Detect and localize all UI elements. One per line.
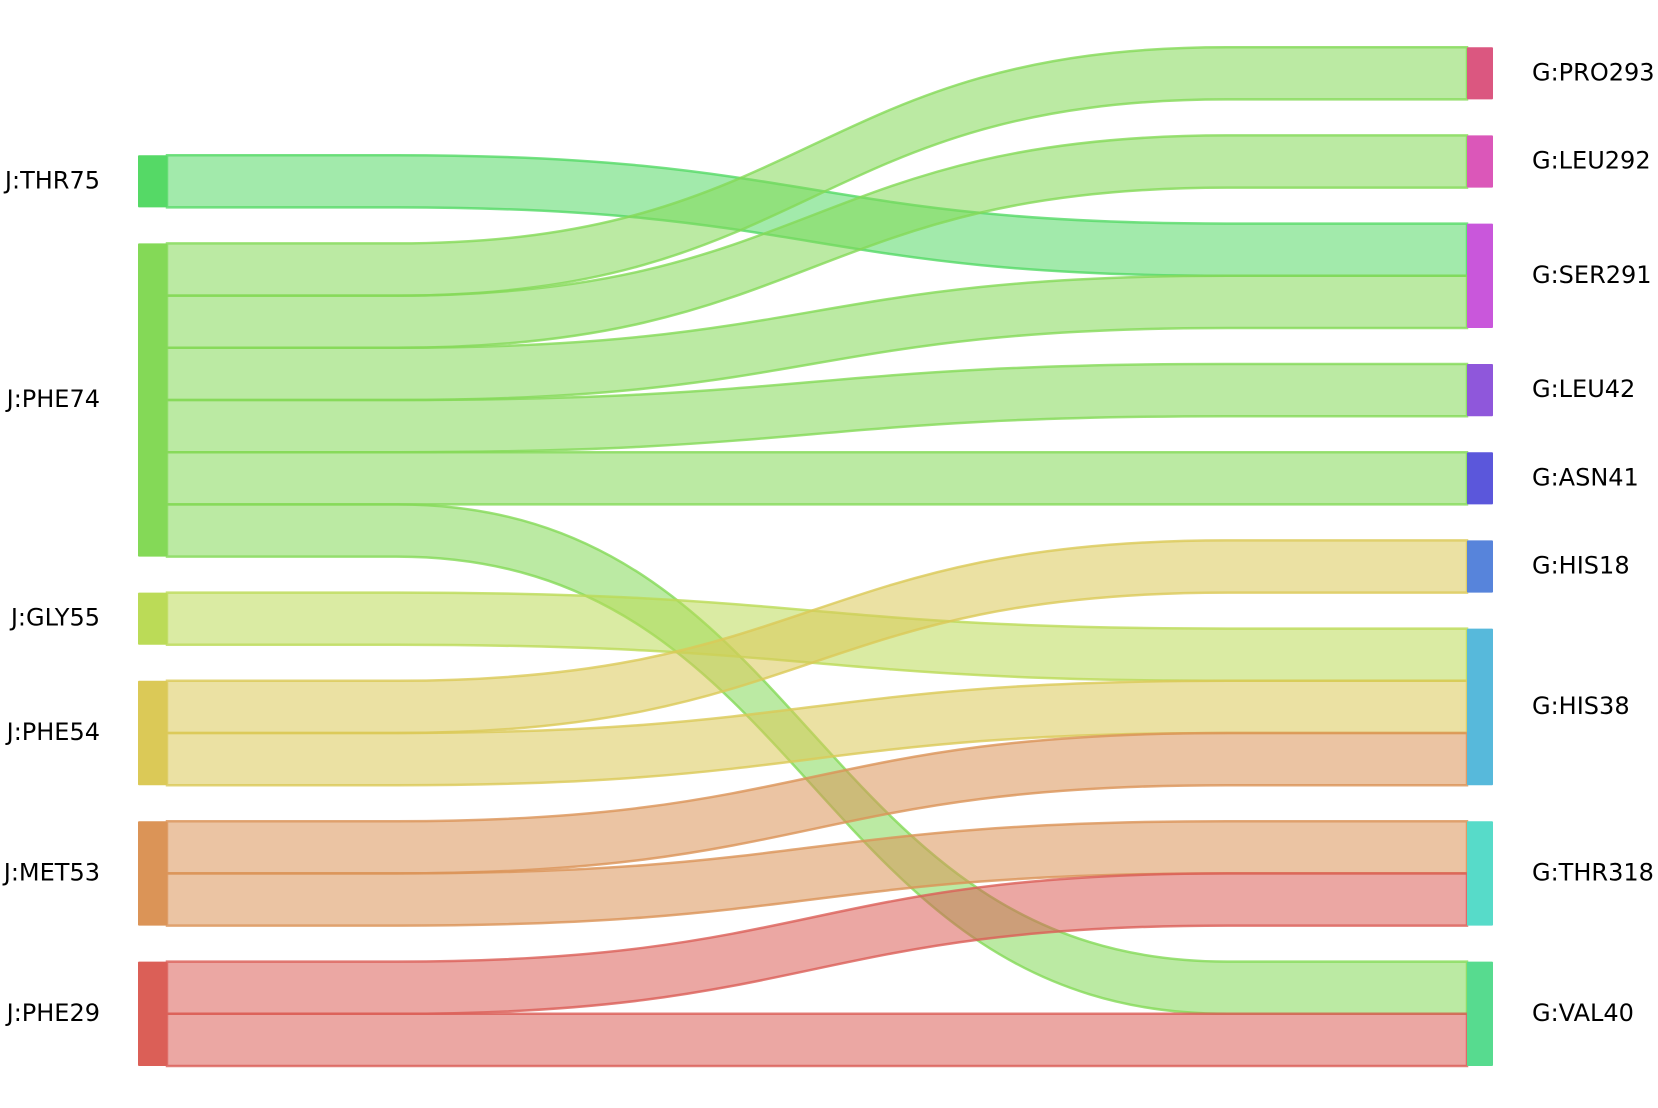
node-label: G:PRO293 <box>1532 58 1655 86</box>
node <box>138 243 167 557</box>
node-label: J:THR75 <box>3 166 100 194</box>
node <box>138 821 167 926</box>
node-label: G:HIS18 <box>1532 552 1630 580</box>
node <box>1467 364 1493 417</box>
node <box>138 680 167 786</box>
node <box>1467 452 1493 505</box>
node-label: G:HIS38 <box>1532 692 1630 720</box>
link <box>165 539 1469 735</box>
link <box>165 872 1469 1016</box>
link <box>165 134 1469 350</box>
link <box>165 450 1469 506</box>
node <box>1467 961 1493 1066</box>
node-label: G:ASN41 <box>1532 463 1639 491</box>
node-label: J:GLY55 <box>9 604 100 632</box>
node-label: J:PHE74 <box>5 385 100 413</box>
link <box>165 45 1469 297</box>
node <box>1467 47 1493 100</box>
link <box>165 362 1469 454</box>
node <box>1467 223 1493 328</box>
node-label: G:THR318 <box>1532 858 1654 886</box>
node <box>1467 540 1493 593</box>
node <box>1467 821 1493 926</box>
node <box>138 155 167 208</box>
link <box>165 274 1469 402</box>
node-label: G:LEU42 <box>1532 375 1635 403</box>
node-label: J:PHE29 <box>5 999 100 1027</box>
node-label: J:MET53 <box>2 858 100 886</box>
node <box>138 961 167 1066</box>
node <box>1467 628 1493 786</box>
links <box>165 45 1469 1068</box>
node <box>138 592 167 645</box>
node-label: G:LEU292 <box>1532 147 1651 175</box>
node-label: J:PHE54 <box>5 718 100 746</box>
link <box>165 1012 1469 1068</box>
node-label: G:SER291 <box>1532 261 1652 289</box>
node <box>1467 135 1493 188</box>
node-label: G:VAL40 <box>1532 999 1634 1027</box>
link <box>165 731 1469 875</box>
